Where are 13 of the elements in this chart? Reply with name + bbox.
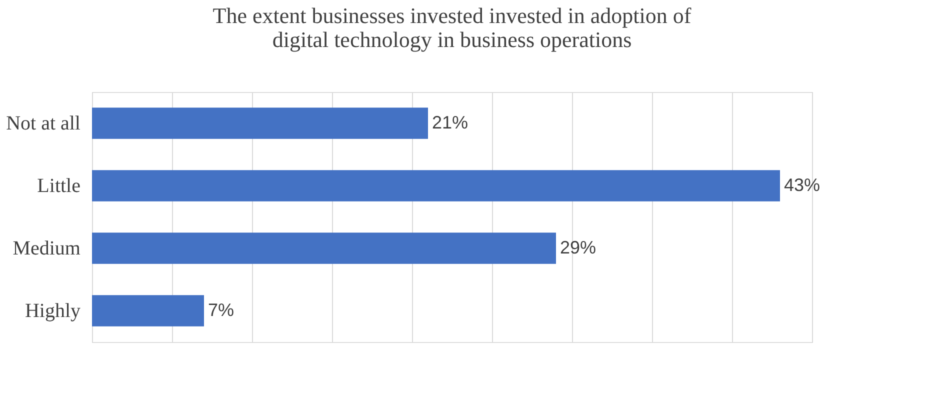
y-tick-label: Not at all xyxy=(6,112,81,134)
y-tick-label: Medium xyxy=(12,237,81,260)
data-label: 29% xyxy=(560,237,596,258)
bar xyxy=(92,295,204,326)
bar xyxy=(92,108,428,139)
data-label: 43% xyxy=(784,174,820,195)
data-label: 21% xyxy=(432,112,468,132)
y-tick-label: Little xyxy=(37,174,81,197)
data-label: 7% xyxy=(208,300,234,320)
bar xyxy=(92,232,556,264)
bar xyxy=(92,170,780,202)
chart-title: The extent businesses invested invested in adoption of digital technology in business operations xyxy=(212,3,692,52)
y-tick-label: Highly xyxy=(24,300,80,322)
